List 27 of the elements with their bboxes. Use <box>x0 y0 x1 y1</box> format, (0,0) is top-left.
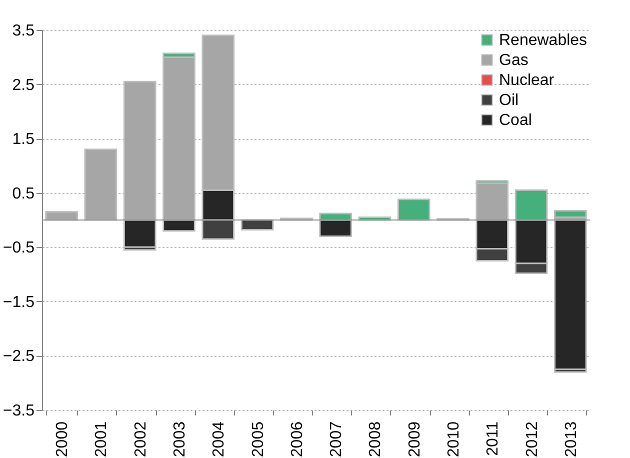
x-tick-label: 2006 <box>288 421 306 458</box>
legend-label: Gas <box>499 52 528 69</box>
x-tick-label: 2003 <box>172 421 188 458</box>
x-tick-label: 2000 <box>54 421 72 458</box>
y-tick-label: 1.5 <box>12 131 35 148</box>
legend-label: Coal <box>499 112 532 129</box>
x-tick-label: 2008 <box>367 421 384 458</box>
y-tick-label: −3.5 <box>2 402 35 420</box>
x-tick-label: 2010 <box>446 421 462 458</box>
x-tick-label: 2012 <box>524 421 541 458</box>
y-tick-label: −0.5 <box>2 240 35 257</box>
x-tick-label: 2007 <box>328 421 346 458</box>
x-tick-label: 2002 <box>132 421 150 458</box>
legend-label: Nuclear <box>499 72 555 89</box>
x-tick-label: 2001 <box>93 421 110 458</box>
x-tick-label: 2011 <box>484 421 502 456</box>
legend-label: Oil <box>499 92 519 109</box>
x-tick-label: 2004 <box>210 421 228 458</box>
y-tick-label: 0.5 <box>12 185 35 202</box>
x-tick-label: 2009 <box>406 421 424 458</box>
y-tick-label: −2.5 <box>2 348 35 366</box>
x-tick-label: 2013 <box>562 421 580 458</box>
y-tick-label: 3.5 <box>12 22 35 40</box>
legend-label: Renewables <box>499 32 588 49</box>
y-tick-label: 2.5 <box>12 76 35 94</box>
x-tick-label: 2005 <box>250 421 267 458</box>
y-tick-label: −1.5 <box>2 294 35 311</box>
